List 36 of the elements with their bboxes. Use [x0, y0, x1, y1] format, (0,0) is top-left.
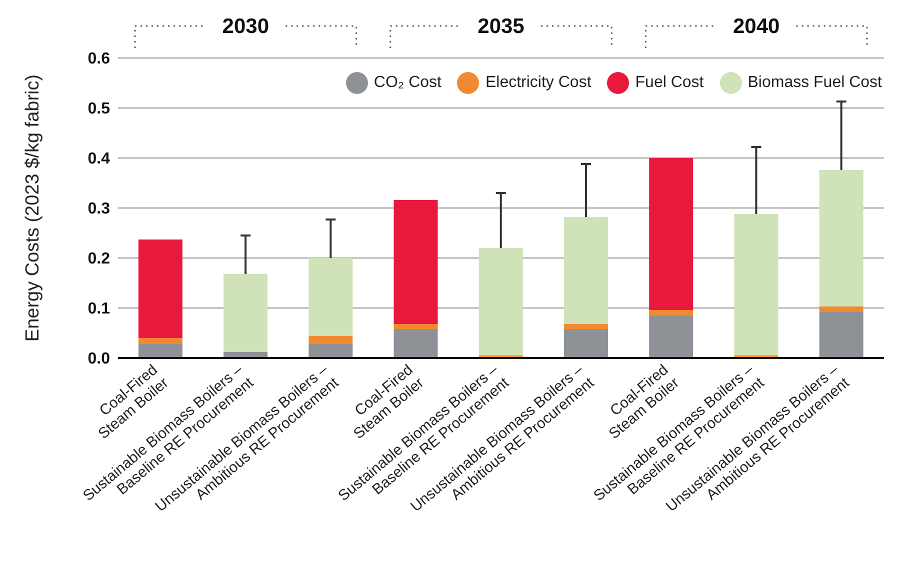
- y-axis-title: Energy Costs (2023 $/kg fabric): [22, 74, 44, 342]
- bar: [478, 248, 523, 356]
- bar: [649, 158, 694, 310]
- y-tick-label: 0.6: [88, 50, 110, 68]
- bar: [564, 324, 608, 329]
- bar: [564, 217, 608, 324]
- bar: [819, 306, 864, 312]
- y-tick-label: 0.1: [88, 300, 110, 318]
- bar: [649, 310, 694, 316]
- bar: [564, 329, 608, 358]
- bar: [649, 316, 694, 358]
- y-tick-label: 0.2: [88, 250, 110, 268]
- y-tick-label: 0.3: [88, 200, 110, 218]
- bar: [819, 312, 864, 358]
- legend-label: Biomass Fuel Cost: [748, 74, 882, 92]
- legend-label: CO₂ Cost: [374, 74, 442, 92]
- bar: [138, 240, 182, 338]
- bar: [394, 200, 438, 324]
- bar: [819, 170, 864, 306]
- bar: [308, 336, 353, 344]
- bar: [308, 344, 353, 358]
- bar: [138, 338, 182, 344]
- y-tick-label: 0.5: [88, 100, 110, 118]
- bar: [394, 324, 438, 329]
- bar: [308, 258, 353, 336]
- legend-label: Fuel Cost: [635, 74, 704, 92]
- text: 2040: [732, 15, 780, 38]
- bar: [138, 344, 182, 358]
- bar: [224, 274, 268, 352]
- legend-label: Electricity Cost: [485, 74, 592, 92]
- y-tick-label: 0.0: [88, 350, 110, 368]
- text: 2035: [478, 15, 525, 38]
- bar: [734, 214, 778, 356]
- text: 2030: [222, 15, 270, 38]
- bar: [394, 329, 438, 358]
- y-tick-label: 0.4: [88, 150, 110, 168]
